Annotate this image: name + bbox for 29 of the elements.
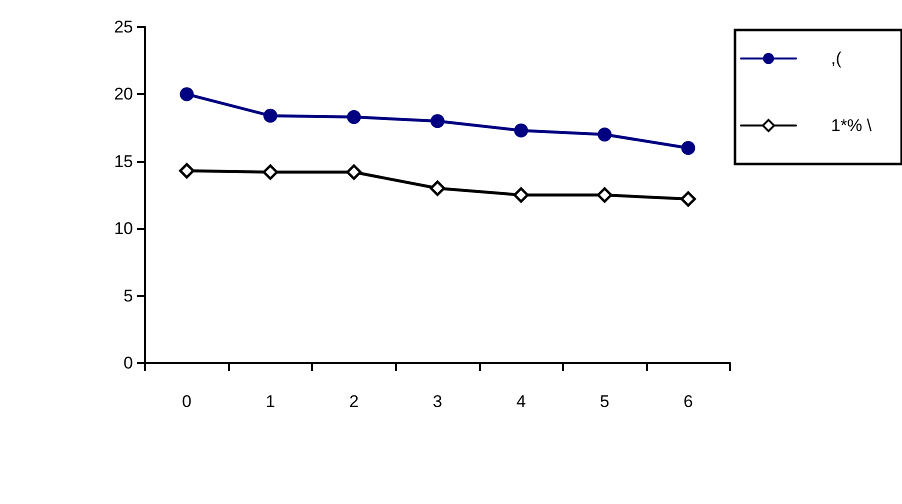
point [514, 123, 528, 138]
point [513, 187, 529, 203]
x-tick-label: 5 [600, 392, 610, 411]
point [681, 140, 696, 155]
point [596, 187, 612, 203]
point [179, 163, 195, 179]
x-tick-label: 3 [432, 392, 442, 411]
point [180, 87, 194, 102]
x-tick-label: 6 [683, 392, 693, 411]
x-tick-label: 2 [349, 392, 359, 411]
point [430, 180, 446, 196]
y-tick-label: 5 [124, 286, 133, 306]
y-tick-label: 0 [124, 354, 133, 372]
point [346, 110, 361, 124]
point [430, 114, 444, 128]
legend-label: 1*% \ [831, 116, 872, 135]
legend-label: ,( [831, 49, 842, 68]
point [262, 164, 278, 180]
y-tick-label: 10 [114, 219, 133, 238]
point [263, 108, 278, 123]
x-tick-label: 1 [266, 392, 276, 411]
y-tick-label: 15 [114, 152, 133, 171]
x-tick-label: 0 [182, 392, 192, 411]
y-tick-label: 20 [114, 84, 133, 104]
point [680, 191, 696, 207]
point [598, 128, 612, 142]
point [346, 164, 362, 180]
x-tick-label: 4 [516, 392, 526, 411]
y-tick-label: 25 [114, 18, 133, 36]
